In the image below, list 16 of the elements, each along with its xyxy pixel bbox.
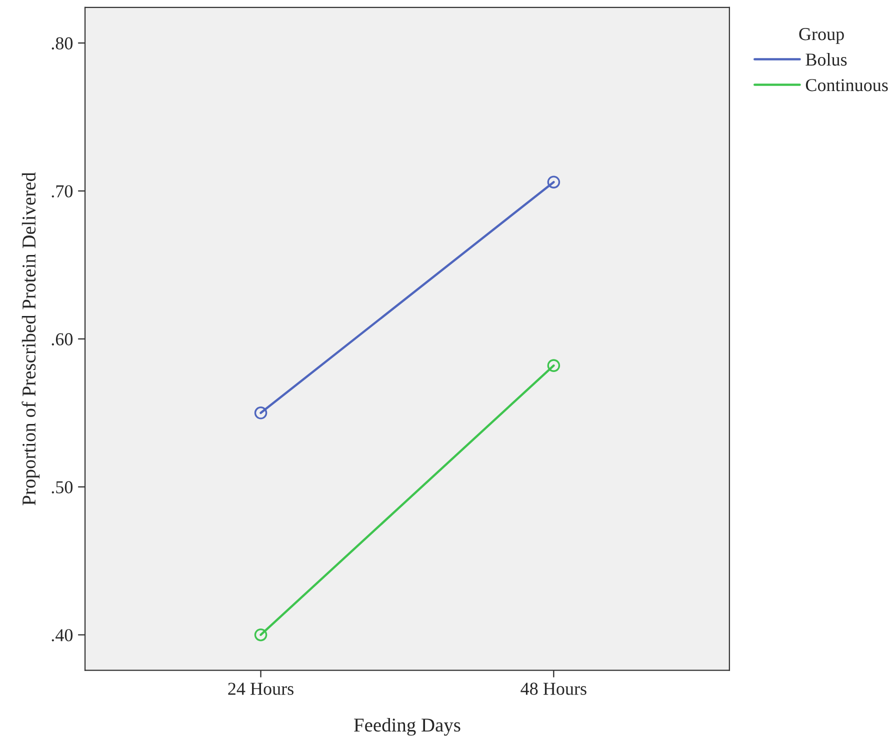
- point: [547, 176, 560, 188]
- x-tick-label: 48 Hours: [520, 682, 586, 695]
- legend-label: Continuous: [806, 79, 888, 92]
- y-tick-label: .40: [52, 629, 73, 642]
- x-axis-title: Feeding Days: [354, 718, 460, 736]
- x-tick-label: 24 Hours: [228, 682, 294, 695]
- y-tick-label: .80: [52, 37, 73, 50]
- point: [547, 359, 560, 372]
- legend-title: Group: [799, 28, 844, 44]
- y-tick-label: .70: [52, 185, 73, 198]
- point: [254, 406, 268, 420]
- point: [254, 628, 268, 642]
- y-tick-label: .60: [52, 333, 73, 346]
- legend-label: Bolus: [806, 52, 847, 66]
- y-tick-label: .50: [52, 481, 73, 494]
- y-axis-title: Proportion of Prescribed Protein Delivered: [22, 172, 40, 506]
